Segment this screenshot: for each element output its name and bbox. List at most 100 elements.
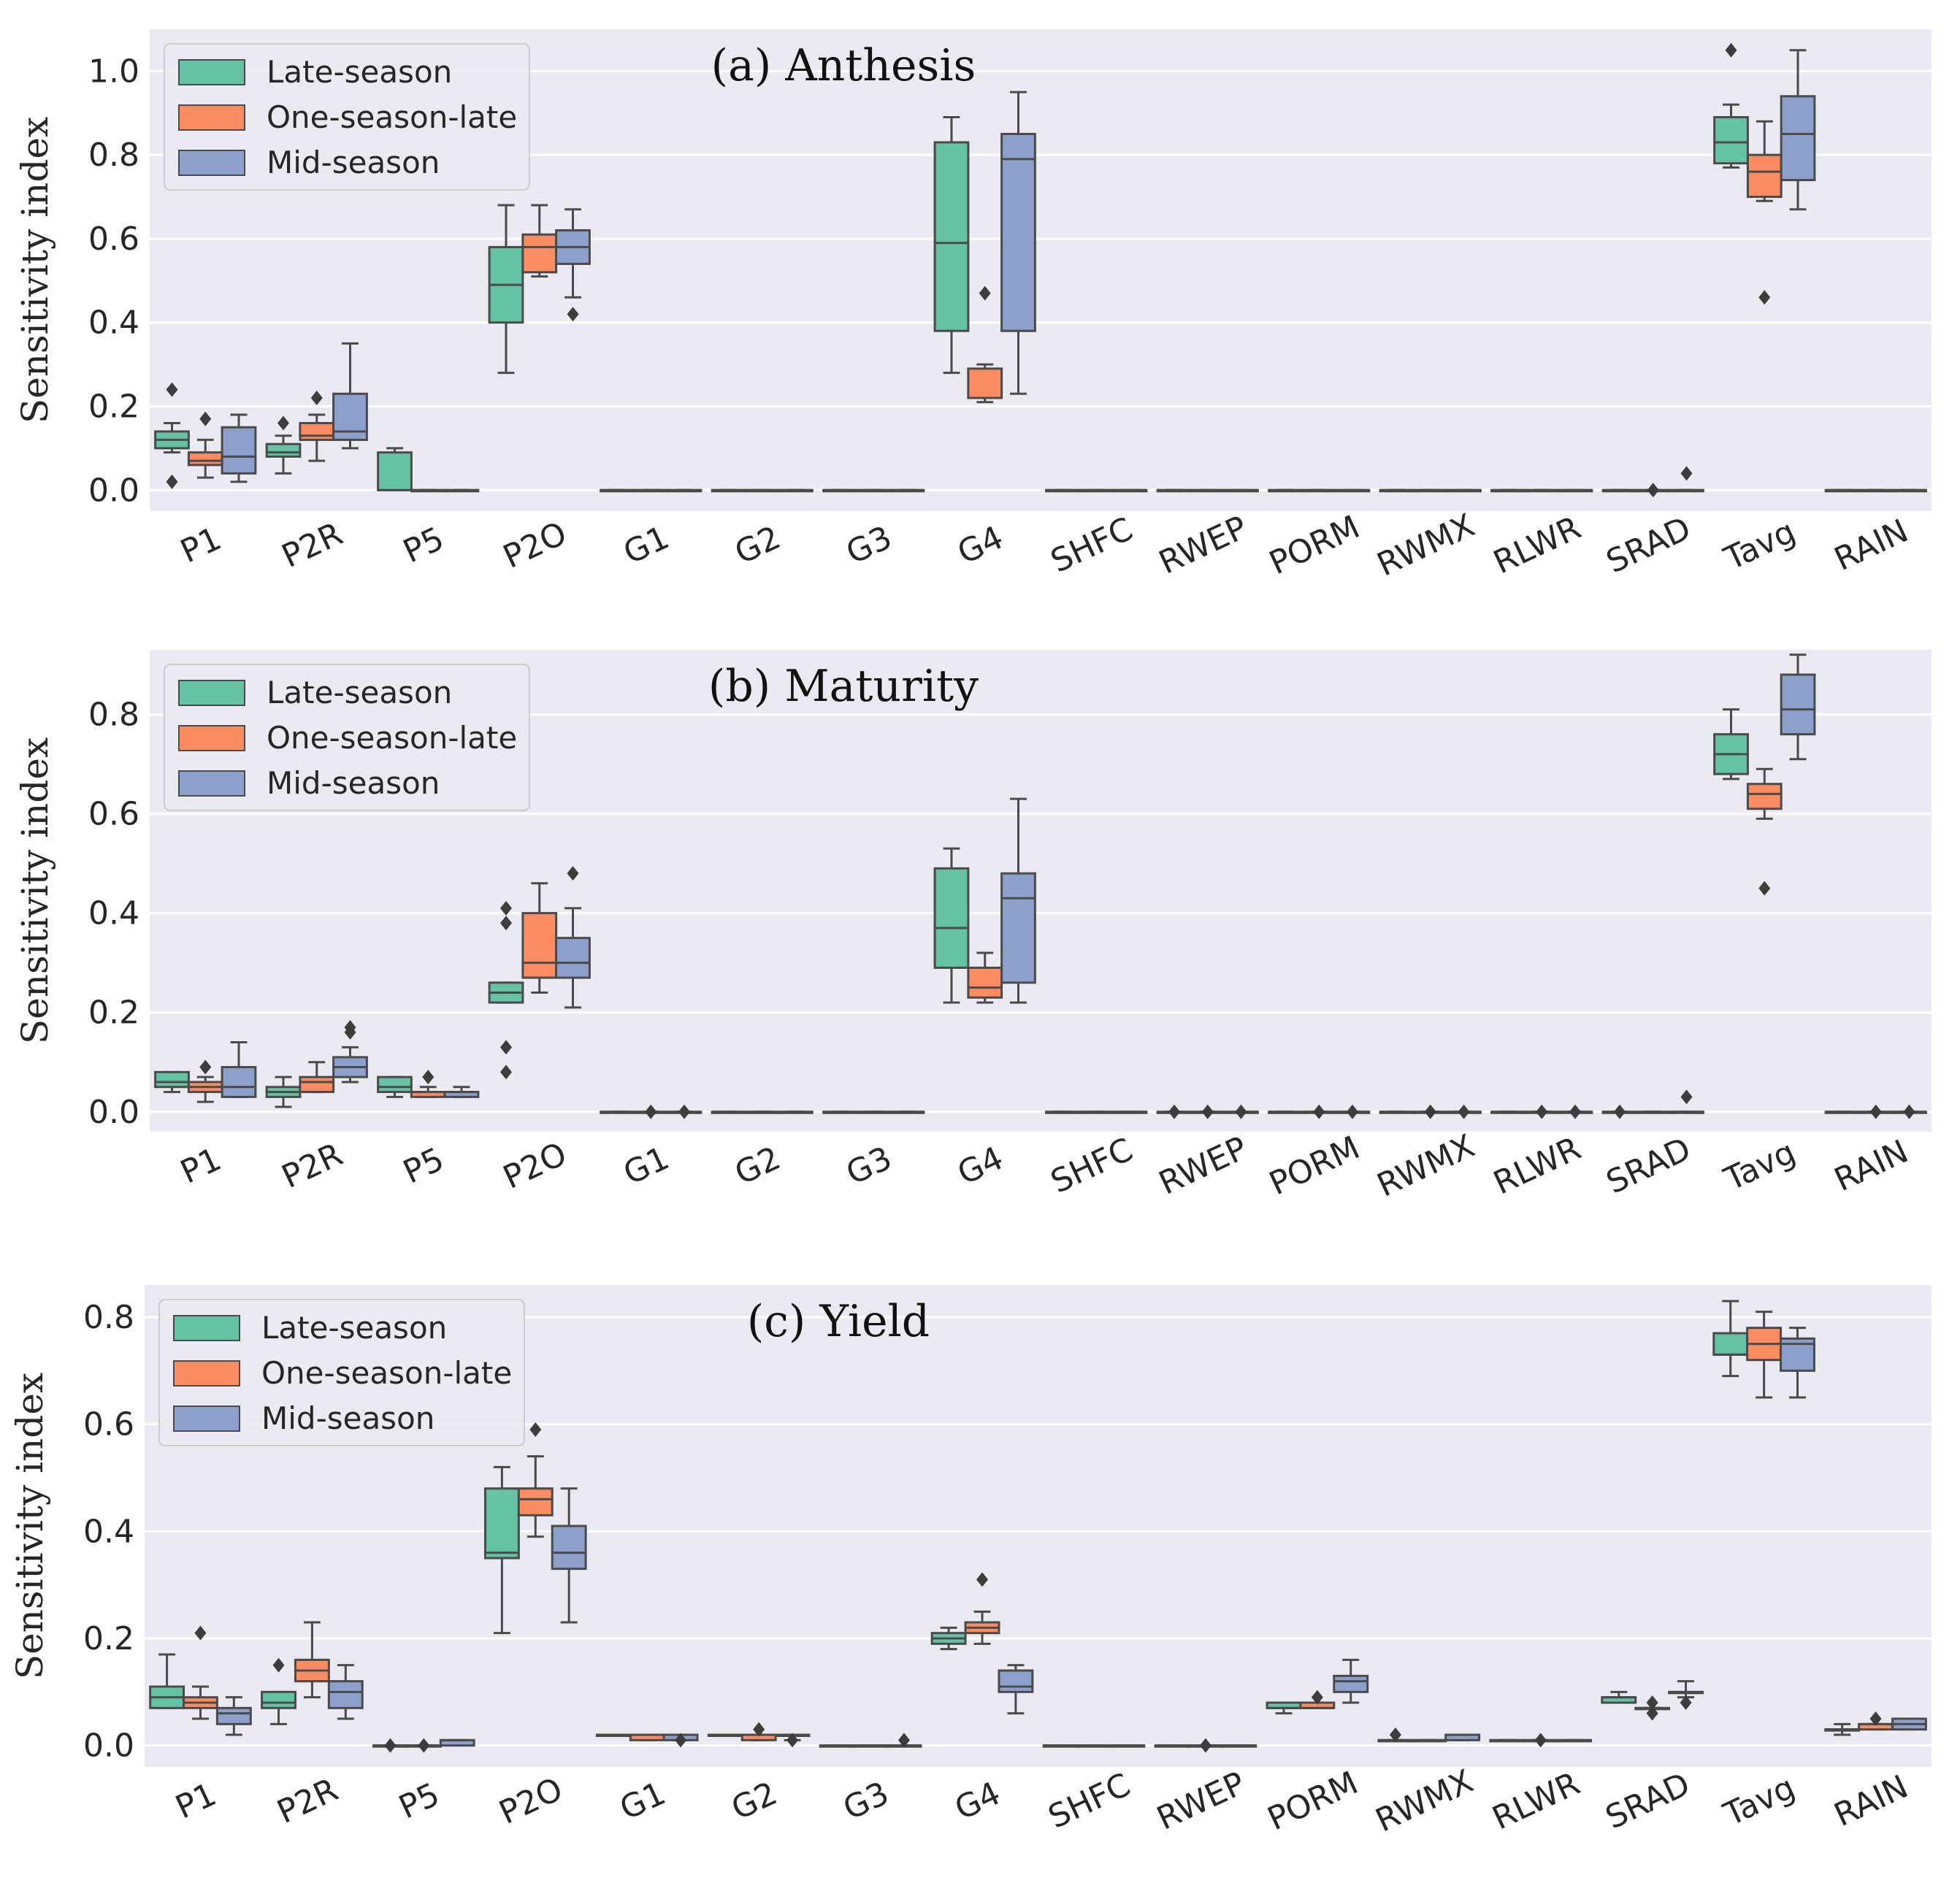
box-porm-mid-season bbox=[1334, 1104, 1371, 1119]
box-body bbox=[299, 1075, 335, 1094]
y-tick-label: 0.8 bbox=[88, 137, 139, 174]
box-p1-mid-season bbox=[221, 1041, 257, 1098]
box-p2o-late-season bbox=[488, 900, 524, 1080]
box-porm-late-season bbox=[1268, 1111, 1304, 1114]
box-rwmx-mid-season bbox=[1446, 1104, 1482, 1119]
box-g1-mid-season bbox=[666, 488, 703, 493]
outlier-marker bbox=[786, 1733, 799, 1748]
box-p2o-mid-season bbox=[555, 866, 591, 1009]
legend-label-late-season: Late-season bbox=[267, 675, 452, 710]
box-p5-mid-season bbox=[443, 1086, 480, 1098]
box-body bbox=[1780, 95, 1816, 182]
box-p1-mid-season bbox=[215, 1696, 252, 1736]
box-p5-one-season-late bbox=[410, 488, 446, 493]
outlier-marker bbox=[567, 866, 579, 881]
box-g3-one-season-late bbox=[855, 488, 892, 493]
box-rwep-one-season-late bbox=[1187, 1738, 1224, 1753]
box-p2o-one-season-late bbox=[517, 1422, 554, 1538]
box-p2r-mid-season bbox=[327, 1664, 364, 1720]
box-rain-late-season bbox=[1824, 488, 1861, 493]
box-porm-one-season-late bbox=[1301, 488, 1337, 493]
box-body bbox=[261, 1690, 296, 1709]
outlier-marker bbox=[1235, 1104, 1247, 1119]
legend-label-mid-season: Mid-season bbox=[261, 1400, 435, 1436]
box-g4-mid-season bbox=[1000, 91, 1036, 395]
outlier-marker bbox=[976, 1572, 989, 1587]
box-body bbox=[154, 1070, 190, 1089]
outlier-marker bbox=[1536, 1104, 1548, 1119]
outlier-marker bbox=[1758, 290, 1771, 305]
box-body bbox=[521, 912, 558, 979]
outlier-marker bbox=[277, 415, 289, 431]
box-rlwr-mid-season bbox=[1557, 488, 1593, 493]
box-rwep-late-season bbox=[1156, 488, 1193, 493]
outlier-marker bbox=[1614, 1104, 1626, 1119]
box-rwmx-one-season-late bbox=[1411, 1738, 1447, 1743]
outlier-marker bbox=[1869, 1711, 1882, 1726]
outlier-marker bbox=[1347, 1104, 1358, 1119]
outlier-marker bbox=[1646, 1706, 1658, 1721]
box-p5-mid-season bbox=[439, 1738, 475, 1747]
outlier-marker bbox=[500, 916, 512, 931]
outlier-marker bbox=[166, 474, 178, 489]
box-rwmx-late-season bbox=[1379, 1111, 1415, 1114]
legend-swatch-late-season bbox=[178, 680, 245, 706]
box-p5-late-season bbox=[372, 1738, 408, 1753]
box-g3-mid-season bbox=[889, 1111, 925, 1114]
box-g4-one-season-late bbox=[967, 285, 1003, 404]
box-rwmx-mid-season bbox=[1444, 1733, 1481, 1741]
panel-title: (a) Anthesis bbox=[711, 40, 976, 91]
box-tavg-late-season bbox=[1713, 42, 1749, 169]
box-tavg-mid-season bbox=[1780, 1327, 1815, 1399]
box-body bbox=[215, 1706, 252, 1725]
box-p1-one-season-late bbox=[183, 1625, 218, 1720]
box-g2-one-season-late bbox=[740, 1722, 777, 1741]
y-tick-label: 0.4 bbox=[83, 1513, 134, 1550]
box-body bbox=[933, 141, 970, 332]
box-g2-mid-season bbox=[778, 488, 814, 493]
box-shfc-one-season-late bbox=[1078, 1111, 1114, 1114]
legend-swatch-mid-season bbox=[178, 770, 245, 797]
y-axis-label: Sensitivity index bbox=[14, 117, 56, 423]
outlier-marker bbox=[1647, 483, 1659, 498]
box-g4-late-season bbox=[933, 847, 970, 1004]
box-shfc-one-season-late bbox=[1078, 488, 1114, 493]
box-rwmx-one-season-late bbox=[1412, 488, 1449, 493]
box-g4-one-season-late bbox=[964, 1572, 1000, 1645]
y-tick-label: 0.6 bbox=[83, 1406, 134, 1443]
box-g1-late-season bbox=[600, 1111, 635, 1114]
legend: Late-season One-season-late Mid-season bbox=[164, 664, 530, 811]
legend-label-mid-season: Mid-season bbox=[267, 145, 440, 180]
box-p2o-one-season-late bbox=[521, 882, 558, 994]
outlier-marker bbox=[418, 1738, 430, 1753]
box-p1-mid-season bbox=[221, 413, 257, 483]
box-tavg-mid-season bbox=[1780, 49, 1816, 211]
box-body bbox=[517, 1487, 554, 1516]
legend: Late-season One-season-late Mid-season bbox=[158, 1299, 525, 1446]
outlier-marker bbox=[272, 1657, 285, 1673]
box-tavg-mid-season bbox=[1780, 653, 1816, 761]
outlier-marker bbox=[1680, 1695, 1692, 1710]
outlier-marker bbox=[529, 1422, 542, 1437]
box-body bbox=[377, 451, 413, 491]
box-p2r-late-season bbox=[261, 1657, 296, 1725]
box-p5-one-season-late bbox=[405, 1738, 442, 1753]
box-g2-late-season bbox=[707, 1733, 743, 1737]
outlier-marker bbox=[422, 1070, 435, 1085]
box-body bbox=[299, 421, 335, 441]
legend: Late-season One-season-late Mid-season bbox=[164, 43, 530, 191]
box-srad-late-season bbox=[1601, 488, 1638, 493]
outlier-marker bbox=[344, 1020, 356, 1035]
box-p5-mid-season bbox=[443, 488, 480, 493]
box-p5-one-season-late bbox=[410, 1070, 446, 1098]
box-body bbox=[1000, 872, 1036, 984]
box-rwep-mid-season bbox=[1223, 1104, 1259, 1119]
legend-label-one-season-late: One-season-late bbox=[261, 1355, 512, 1391]
box-body bbox=[1780, 673, 1816, 736]
panel-title: (b) Maturity bbox=[708, 661, 979, 712]
box-rlwr-late-season bbox=[1490, 488, 1526, 493]
box-rwep-late-season bbox=[1154, 1744, 1190, 1748]
box-shfc-late-season bbox=[1042, 1744, 1079, 1748]
